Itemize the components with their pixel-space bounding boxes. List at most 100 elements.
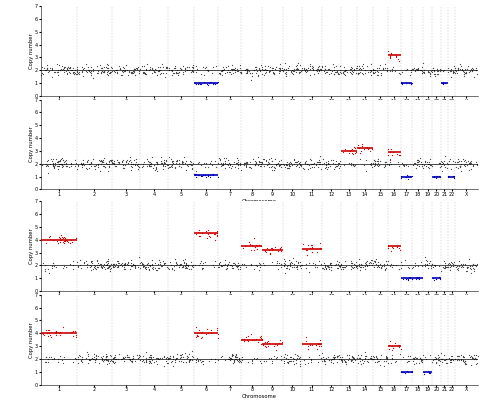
Point (228, 71, 235, 77)
Point (85, 357, 93, 363)
Point (143, 156, 150, 163)
Point (266, 68, 274, 74)
Point (275, 247, 282, 254)
Point (185, 265, 192, 272)
Point (142, 354, 150, 361)
Point (280, 162, 288, 168)
Point (234, 357, 241, 363)
Point (300, 165, 307, 172)
Point (116, 66, 124, 72)
Point (422, 257, 430, 264)
Point (71, 156, 78, 163)
Point (473, 261, 480, 267)
Point (212, 158, 219, 164)
Point (106, 360, 113, 366)
Point (74, 70, 82, 76)
Point (320, 358, 328, 364)
Point (312, 341, 320, 348)
Point (257, 62, 264, 68)
Point (472, 65, 480, 72)
Point (243, 159, 251, 166)
Point (243, 337, 251, 344)
Point (95, 156, 102, 163)
Point (466, 263, 473, 269)
Point (96, 262, 104, 269)
Point (209, 262, 216, 268)
Point (461, 162, 468, 169)
Point (108, 261, 115, 268)
Point (194, 357, 202, 363)
Point (414, 157, 422, 164)
Point (60, 161, 68, 168)
Point (54, 67, 61, 74)
Point (136, 264, 144, 271)
Point (358, 63, 366, 69)
Point (352, 262, 360, 269)
Point (91, 165, 99, 172)
Point (262, 248, 270, 255)
Point (324, 263, 332, 270)
Point (68, 329, 76, 335)
Point (152, 354, 160, 361)
Point (131, 358, 139, 365)
Point (287, 159, 295, 166)
Point (54, 240, 62, 247)
Point (156, 355, 164, 361)
Point (444, 173, 452, 179)
Point (350, 260, 358, 267)
Point (45, 327, 52, 334)
Point (286, 159, 293, 166)
Point (381, 363, 388, 369)
Point (365, 69, 372, 75)
Point (456, 162, 463, 169)
Point (330, 166, 338, 172)
Point (409, 355, 417, 361)
Point (372, 258, 379, 265)
Point (246, 164, 253, 170)
Point (360, 358, 368, 365)
Point (461, 358, 469, 364)
Point (183, 64, 191, 71)
Point (293, 265, 301, 272)
Point (172, 256, 180, 263)
Point (104, 167, 111, 174)
Point (157, 263, 165, 269)
Point (234, 358, 241, 364)
Point (389, 68, 396, 75)
Point (241, 160, 249, 166)
Point (283, 66, 290, 72)
Point (380, 263, 388, 269)
Point (369, 356, 376, 363)
Point (401, 369, 409, 376)
Point (408, 173, 415, 179)
Point (301, 361, 309, 368)
Point (253, 245, 261, 252)
Point (377, 158, 384, 164)
Point (66, 240, 74, 247)
Point (234, 161, 242, 168)
Point (415, 158, 422, 164)
Point (423, 261, 431, 268)
Point (168, 164, 176, 171)
Point (282, 160, 290, 167)
Point (383, 354, 391, 360)
Point (135, 352, 143, 358)
Point (348, 147, 355, 153)
Point (314, 159, 322, 166)
Point (383, 261, 391, 268)
Point (322, 160, 330, 167)
Point (421, 263, 429, 270)
Point (119, 354, 126, 361)
Point (446, 359, 454, 365)
Point (471, 355, 479, 361)
Point (238, 70, 245, 77)
Point (232, 351, 240, 358)
Point (215, 357, 222, 363)
Point (325, 357, 333, 363)
Point (84, 360, 92, 366)
Point (292, 357, 300, 363)
Point (428, 260, 436, 267)
Point (379, 263, 386, 269)
Point (123, 352, 131, 359)
Point (229, 66, 237, 72)
